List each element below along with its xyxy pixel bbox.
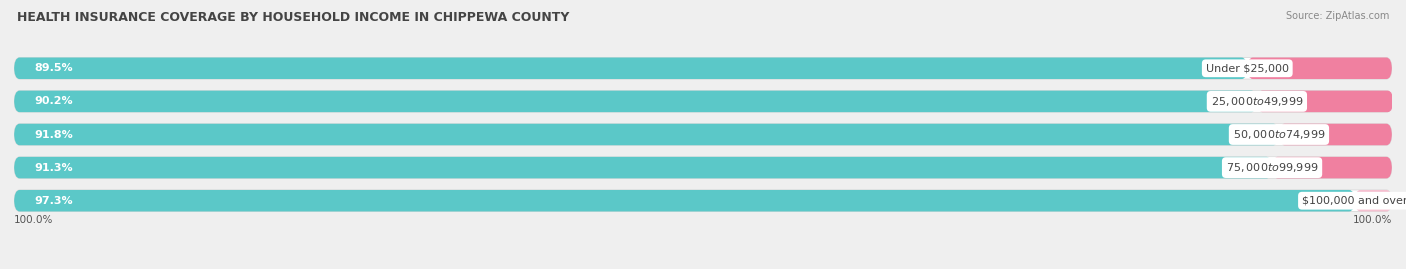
FancyBboxPatch shape bbox=[1355, 190, 1392, 211]
FancyBboxPatch shape bbox=[14, 91, 1392, 112]
Text: $25,000 to $49,999: $25,000 to $49,999 bbox=[1211, 95, 1303, 108]
Text: Source: ZipAtlas.com: Source: ZipAtlas.com bbox=[1285, 11, 1389, 21]
Text: 97.3%: 97.3% bbox=[35, 196, 73, 206]
Text: 89.5%: 89.5% bbox=[35, 63, 73, 73]
FancyBboxPatch shape bbox=[14, 157, 1272, 178]
Text: 91.8%: 91.8% bbox=[35, 129, 73, 140]
FancyBboxPatch shape bbox=[1247, 58, 1392, 79]
FancyBboxPatch shape bbox=[1257, 91, 1393, 112]
FancyBboxPatch shape bbox=[14, 91, 1257, 112]
FancyBboxPatch shape bbox=[1279, 124, 1392, 145]
Text: $75,000 to $99,999: $75,000 to $99,999 bbox=[1226, 161, 1319, 174]
Text: 91.3%: 91.3% bbox=[35, 162, 73, 173]
Text: 100.0%: 100.0% bbox=[14, 215, 53, 225]
Text: Under $25,000: Under $25,000 bbox=[1206, 63, 1289, 73]
FancyBboxPatch shape bbox=[14, 190, 1392, 211]
Text: 100.0%: 100.0% bbox=[1353, 215, 1392, 225]
FancyBboxPatch shape bbox=[14, 124, 1279, 145]
Text: HEALTH INSURANCE COVERAGE BY HOUSEHOLD INCOME IN CHIPPEWA COUNTY: HEALTH INSURANCE COVERAGE BY HOUSEHOLD I… bbox=[17, 11, 569, 24]
Text: 90.2%: 90.2% bbox=[35, 96, 73, 107]
Text: $100,000 and over: $100,000 and over bbox=[1302, 196, 1406, 206]
FancyBboxPatch shape bbox=[14, 190, 1355, 211]
FancyBboxPatch shape bbox=[14, 58, 1247, 79]
FancyBboxPatch shape bbox=[14, 124, 1392, 145]
FancyBboxPatch shape bbox=[14, 58, 1392, 79]
FancyBboxPatch shape bbox=[1272, 157, 1392, 178]
FancyBboxPatch shape bbox=[14, 157, 1392, 178]
Text: $50,000 to $74,999: $50,000 to $74,999 bbox=[1233, 128, 1326, 141]
